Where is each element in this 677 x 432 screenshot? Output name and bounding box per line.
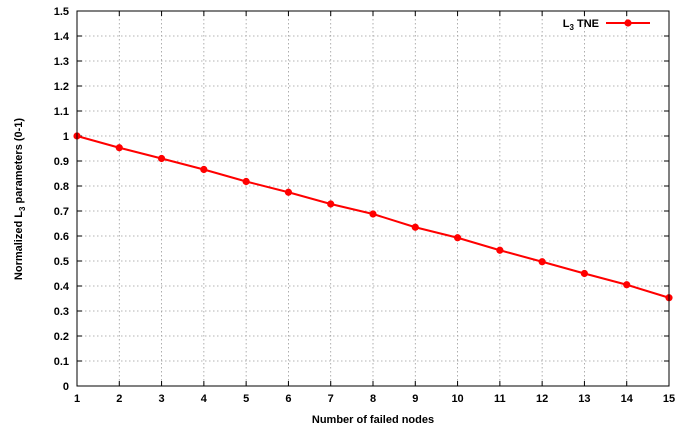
y-tick-label: 1	[63, 131, 69, 143]
data-point	[157, 154, 166, 163]
data-point	[411, 223, 419, 231]
x-tick-label: 6	[285, 393, 291, 405]
x-tick-label: 10	[451, 393, 463, 405]
y-tick-label: 1.5	[54, 6, 69, 18]
x-tick-label: 13	[578, 393, 590, 405]
data-point	[623, 281, 631, 289]
legend: L3 TNE	[563, 18, 650, 32]
data-point	[284, 188, 293, 196]
y-tick-label: 0.3	[54, 306, 69, 318]
y-tick-label: 0.7	[54, 206, 69, 218]
y-tick-label: 0.6	[54, 231, 69, 243]
legend-marker-swatch	[624, 19, 632, 27]
plot-frame	[76, 10, 670, 387]
y-tick-label: 0.1	[54, 356, 69, 368]
axis-ticks: 0 0.1 0.2 0.3 0.4 0.5 0.6 0.7 0.8 0.9 1 1.1 1.2 1.3 1.…	[54, 6, 675, 405]
x-tick-label: 14	[621, 393, 634, 405]
y-axis-title: Normalized L3 parameters (0-1)	[13, 118, 27, 281]
data-point	[496, 246, 504, 254]
y-tick-label: 0.4	[54, 281, 70, 293]
data-point	[580, 269, 589, 278]
x-tick-label: 1	[74, 393, 80, 405]
data-point	[242, 177, 250, 186]
x-tick-label: 7	[328, 393, 334, 405]
x-tick-label: 5	[243, 393, 249, 405]
y-tick-label: 0	[63, 381, 69, 393]
x-tick-label: 8	[370, 393, 376, 405]
y-tick-label: 1.4	[54, 31, 70, 43]
x-axis-title: Number of failed nodes	[312, 414, 434, 426]
y-tick-label: 1.3	[54, 56, 69, 68]
data-point	[115, 144, 123, 152]
x-tick-label: 11	[494, 393, 506, 405]
x-tick-label: 4	[201, 393, 208, 405]
data-point	[538, 258, 546, 266]
data-point	[369, 210, 377, 218]
data-point	[327, 200, 335, 208]
grid	[77, 11, 669, 386]
y-tick-label: 1.1	[54, 106, 69, 118]
y-tick-label: 0.2	[54, 331, 69, 343]
data-point	[453, 234, 462, 242]
x-tick-label: 12	[536, 393, 548, 405]
x-tick-label: 9	[412, 393, 418, 405]
x-tick-label: 15	[663, 393, 675, 405]
x-tick-label: 3	[159, 393, 165, 405]
y-tick-label: 1.2	[54, 81, 69, 93]
y-tick-label: 0.9	[54, 156, 69, 168]
x-tick-label: 2	[116, 393, 122, 405]
y-tick-label: 0.5	[54, 256, 69, 268]
legend-label: L3 TNE	[563, 18, 599, 32]
y-tick-label: 0.8	[54, 181, 69, 193]
data-point	[200, 165, 208, 174]
